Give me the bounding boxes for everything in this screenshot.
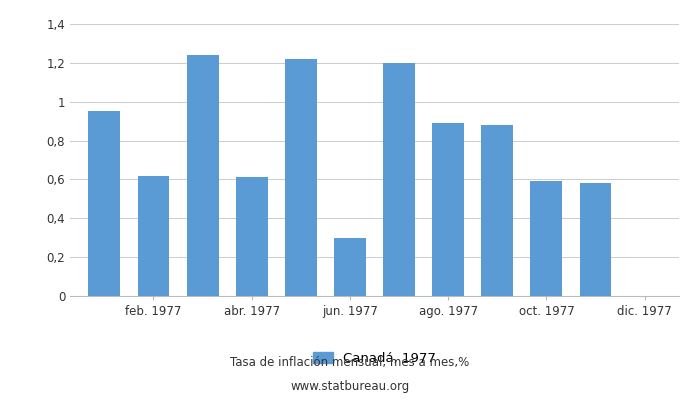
Bar	[187, 55, 218, 296]
Bar	[285, 59, 317, 296]
Text: Tasa de inflación mensual, mes a mes,%: Tasa de inflación mensual, mes a mes,%	[230, 356, 470, 369]
Text: www.statbureau.org: www.statbureau.org	[290, 380, 410, 393]
Bar	[432, 123, 464, 296]
Bar	[88, 112, 120, 296]
Bar	[137, 176, 169, 296]
Legend: Canadá, 1977: Canadá, 1977	[313, 352, 436, 365]
Bar	[580, 183, 612, 296]
Bar	[334, 238, 366, 296]
Bar	[236, 178, 267, 296]
Bar	[482, 125, 513, 296]
Bar	[383, 63, 415, 296]
Bar	[531, 181, 562, 296]
